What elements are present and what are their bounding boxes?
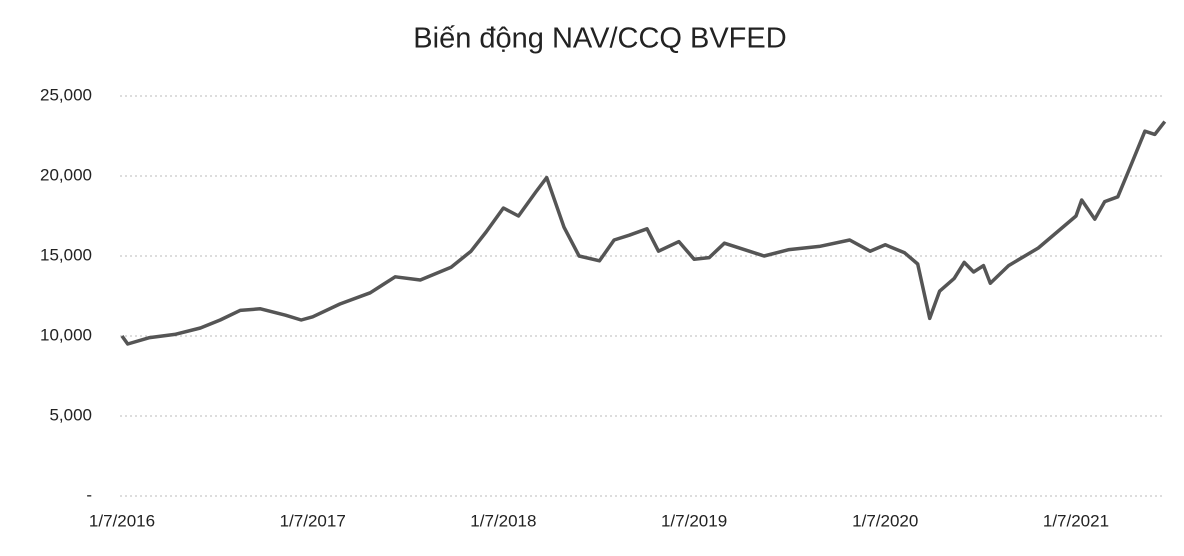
x-tick-label: 1/7/2021 [1043, 511, 1109, 530]
y-tick-label: 10,000 [40, 325, 92, 344]
y-tick-label: - [86, 485, 92, 504]
x-tick-label: 1/7/2017 [280, 511, 346, 530]
y-tick-label: 5,000 [49, 405, 92, 424]
y-tick-label: 20,000 [40, 165, 92, 184]
y-tick-label: 25,000 [40, 85, 92, 104]
x-tick-label: 1/7/2018 [470, 511, 536, 530]
x-tick-label: 1/7/2020 [852, 511, 918, 530]
y-tick-label: 15,000 [40, 245, 92, 264]
data-line [120, 120, 1167, 346]
x-tick-label: 1/7/2016 [89, 511, 155, 530]
x-tick-label: 1/7/2019 [661, 511, 727, 530]
chart-title: Biến động NAV/CCQ BVFED [413, 23, 786, 55]
